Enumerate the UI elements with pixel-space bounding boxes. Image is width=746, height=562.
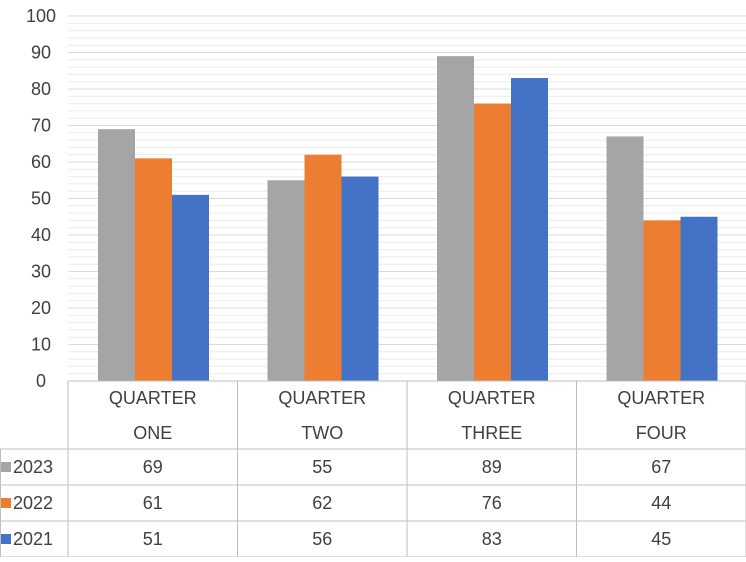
category-label: ONE — [133, 423, 172, 443]
bar-2023-1 — [98, 129, 135, 381]
y-tick-label: 40 — [31, 225, 51, 245]
category-label: TWO — [301, 423, 343, 443]
data-label: 89 — [482, 457, 502, 477]
category-label: QUARTER — [448, 388, 536, 408]
bar-2022-4 — [643, 220, 681, 381]
bar-2021-1 — [172, 194, 209, 381]
bar-2022-3 — [474, 103, 511, 381]
series-label: 2022 — [13, 493, 53, 513]
data-label: 83 — [482, 529, 502, 549]
data-label: 67 — [651, 457, 671, 477]
data-label: 69 — [143, 457, 163, 477]
y-tick-label: 20 — [31, 298, 51, 318]
y-tick-label: 10 — [31, 335, 51, 355]
legend-key-2021 — [1, 534, 11, 544]
y-tick-label: 30 — [31, 262, 51, 282]
bar-2023-2 — [267, 180, 305, 381]
bar-2021-3 — [511, 78, 548, 382]
y-tick-label: 0 — [36, 371, 46, 391]
bar-2021-2 — [341, 176, 379, 381]
bar-2023-3 — [437, 56, 474, 382]
category-label: QUARTER — [278, 388, 366, 408]
category-label: THREE — [461, 423, 522, 443]
bar-2021-4 — [680, 216, 718, 381]
legend-key-2022 — [1, 498, 11, 508]
data-label: 51 — [143, 529, 163, 549]
y-tick-label: 90 — [31, 43, 51, 63]
y-tick-label: 70 — [31, 116, 51, 136]
data-label: 55 — [312, 457, 332, 477]
data-label: 56 — [312, 529, 332, 549]
data-label: 44 — [651, 493, 671, 513]
category-label: FOUR — [636, 423, 687, 443]
y-tick-label: 50 — [31, 189, 51, 209]
bar-2023-4 — [606, 136, 644, 381]
data-label: 62 — [312, 493, 332, 513]
y-tick-label: 60 — [31, 152, 51, 172]
legend-key-2023 — [1, 462, 11, 472]
data-label: 45 — [651, 529, 671, 549]
data-label: 76 — [482, 493, 502, 513]
series-label: 2021 — [13, 529, 53, 549]
category-label: QUARTER — [109, 388, 197, 408]
category-label: QUARTER — [617, 388, 705, 408]
series-label: 2023 — [13, 457, 53, 477]
bar-2022-1 — [135, 158, 172, 381]
y-tick-label: 100 — [26, 6, 56, 26]
y-tick-label: 80 — [31, 79, 51, 99]
bar-2022-2 — [304, 154, 342, 381]
data-label: 61 — [143, 493, 163, 513]
